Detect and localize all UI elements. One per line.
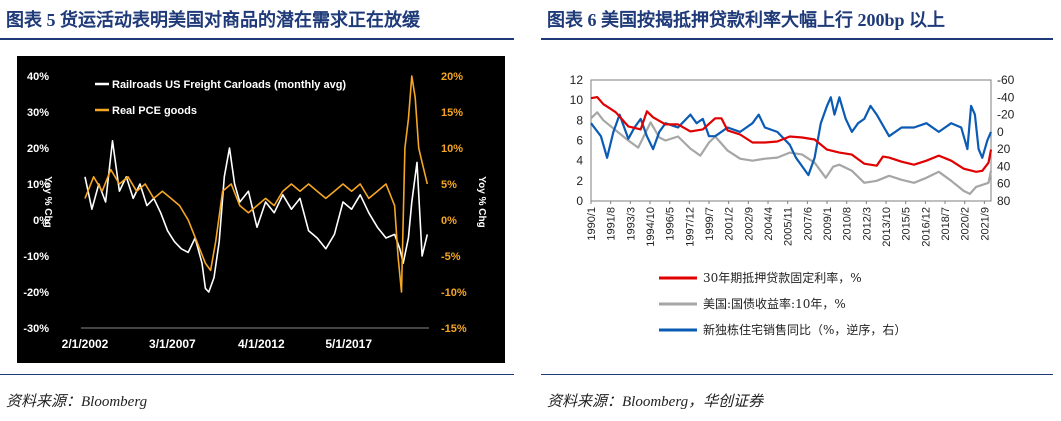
footer-rule — [0, 374, 514, 375]
right-axis-tick: -15% — [441, 323, 467, 335]
left-axis-tick: -10% — [23, 251, 49, 263]
x-axis-tick: 4/1/2012 — [238, 337, 285, 351]
right-axis-tick: 5% — [441, 179, 457, 191]
x-axis-tick: 2018/7 — [940, 207, 952, 241]
x-axis-tick: 1994/10 — [645, 207, 657, 247]
right-axis-tick: 60 — [997, 177, 1011, 191]
x-axis-tick: 1996/5 — [665, 207, 677, 241]
right-axis-tick: 20 — [997, 142, 1011, 156]
left-figure: 图表 5 货运活动表明美国对商品的潜在需求正在放缓 Railroads US F… — [0, 0, 522, 421]
freight-pce-chart: Railroads US Freight Carloads (monthly a… — [17, 56, 505, 363]
left-axis-tick: 0% — [33, 215, 49, 227]
plot-frame — [590, 79, 992, 202]
right-axis-tick: -10% — [441, 287, 467, 299]
x-axis-tick: 2005/11 — [783, 207, 795, 246]
left-axis-tick: 10 — [570, 93, 584, 107]
x-axis-tick: 2009/1 — [822, 207, 834, 241]
x-axis-tick: 2020/2 — [960, 207, 972, 241]
x-axis-tick: 2010/8 — [842, 207, 854, 241]
legend-label: Railroads US Freight Carloads (monthly a… — [112, 79, 346, 91]
figure-6-source: 资料来源：Bloomberg，华创证券 — [547, 394, 764, 410]
right-axis-tick: 20% — [441, 71, 463, 83]
right-axis-tick: -5% — [441, 251, 461, 263]
real-pce-goods-line — [84, 75, 429, 293]
legend-label: 新独栋住宅销售同比（%，逆序，右） — [703, 322, 906, 337]
x-axis-tick: 2002/9 — [743, 207, 755, 241]
left-axis-tick: 6 — [576, 134, 583, 148]
left-axis-tick: -30% — [23, 323, 49, 335]
left-axis-tick: 4 — [576, 154, 583, 168]
left-axis-tick: 0 — [576, 194, 583, 208]
right-figure: 图表 6 美国按揭抵押贷款利率大幅上行 200bp 以上 12 10 8 6 4 2 0 -6… — [541, 0, 1061, 421]
x-axis-tick: 2012/3 — [861, 207, 873, 241]
right-axis-tick: 0 — [997, 125, 1004, 139]
legend-label: Real PCE goods — [112, 105, 197, 117]
left-axis-tick: 40% — [27, 71, 49, 83]
new-home-sales-line — [590, 96, 993, 177]
x-axis-tick: 2001/2 — [724, 207, 736, 241]
x-axis-tick: 1999/7 — [704, 207, 716, 241]
x-axis-tick: 2016/12 — [920, 207, 932, 247]
mortgage-rate-line — [590, 95, 993, 173]
x-axis-tick: 2021/9 — [979, 207, 991, 241]
legend-label: 30年期抵押贷款固定利率，% — [703, 270, 862, 285]
figure-5-source: 资料来源：Bloomberg — [6, 394, 148, 410]
freight-carloads-line — [84, 140, 429, 293]
x-axis-tick: 3/1/2007 — [149, 337, 196, 351]
left-axis-tick: 30% — [27, 107, 49, 119]
x-axis-tick: 2007/6 — [802, 207, 814, 241]
left-axis-tick: 8 — [576, 113, 583, 127]
title-rule — [541, 38, 1053, 40]
right-axis-tick: 40 — [997, 159, 1011, 173]
figure-5-title: 图表 5 货运活动表明美国对商品的潜在需求正在放缓 — [6, 10, 420, 30]
x-axis-tick: 1991/8 — [606, 207, 618, 241]
left-axis-tick: 12 — [570, 73, 584, 87]
left-axis-tick: -20% — [23, 287, 49, 299]
treasury-10y-line — [590, 111, 993, 195]
x-axis-tick: 2015/5 — [901, 207, 913, 241]
left-axis-tick: 10% — [27, 179, 49, 191]
right-axis-tick: -60 — [997, 73, 1015, 87]
footer-rule — [541, 374, 1053, 375]
title-rule — [0, 38, 514, 40]
left-axis-tick: 20% — [27, 143, 49, 155]
right-axis-tick: 80 — [997, 194, 1011, 208]
x-axis-tick: 1990/1 — [586, 207, 598, 241]
right-axis-tick: -40 — [997, 90, 1015, 104]
x-axis-tick: 2004/4 — [763, 207, 775, 241]
x-axis-tick: 5/1/2017 — [325, 337, 372, 351]
left-axis-tick: 2 — [576, 174, 583, 188]
chart-background — [17, 56, 505, 363]
x-axis-tick: 2/1/2002 — [62, 337, 109, 351]
right-axis-label: Yoy % Chg — [476, 176, 487, 227]
x-axis-tick: 2013/10 — [881, 207, 893, 247]
figure-6-title: 图表 6 美国按揭抵押贷款利率大幅上行 200bp 以上 — [547, 10, 946, 30]
left-axis-label: Yoy % Chg — [42, 176, 53, 227]
right-axis-tick: -20 — [997, 108, 1015, 122]
legend-label: 美国:国债收益率:10年，% — [703, 296, 846, 311]
right-axis-tick: 15% — [441, 107, 463, 119]
right-axis-tick: 0% — [441, 215, 457, 227]
right-axis-tick: 10% — [441, 143, 463, 155]
x-axis-tick: 1993/3 — [625, 207, 637, 241]
x-axis-tick: 1997/12 — [684, 207, 696, 247]
